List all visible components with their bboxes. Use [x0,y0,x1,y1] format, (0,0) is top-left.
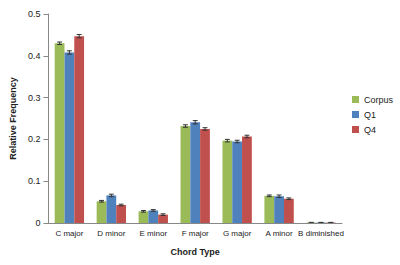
svg-text:D minor: D minor [97,229,125,238]
svg-text:0.4: 0.4 [28,51,41,61]
svg-text:A minor: A minor [266,229,293,238]
svg-text:C major: C major [55,229,83,238]
svg-text:0.5: 0.5 [28,9,41,19]
svg-text:E minor: E minor [139,229,167,238]
svg-text:Q4: Q4 [364,125,376,135]
svg-text:Chord Type: Chord Type [171,247,220,257]
svg-text:0.3: 0.3 [28,93,41,103]
svg-text:0: 0 [35,218,40,228]
svg-text:B diminished: B diminished [298,229,344,238]
svg-text:0.2: 0.2 [28,134,41,144]
svg-text:Corpus: Corpus [364,95,394,105]
svg-text:Q1: Q1 [364,110,376,120]
svg-text:Relative Frequency: Relative Frequency [8,77,18,160]
svg-text:F major: F major [182,229,209,238]
svg-text:G major: G major [223,229,252,238]
svg-text:0.1: 0.1 [28,176,41,186]
